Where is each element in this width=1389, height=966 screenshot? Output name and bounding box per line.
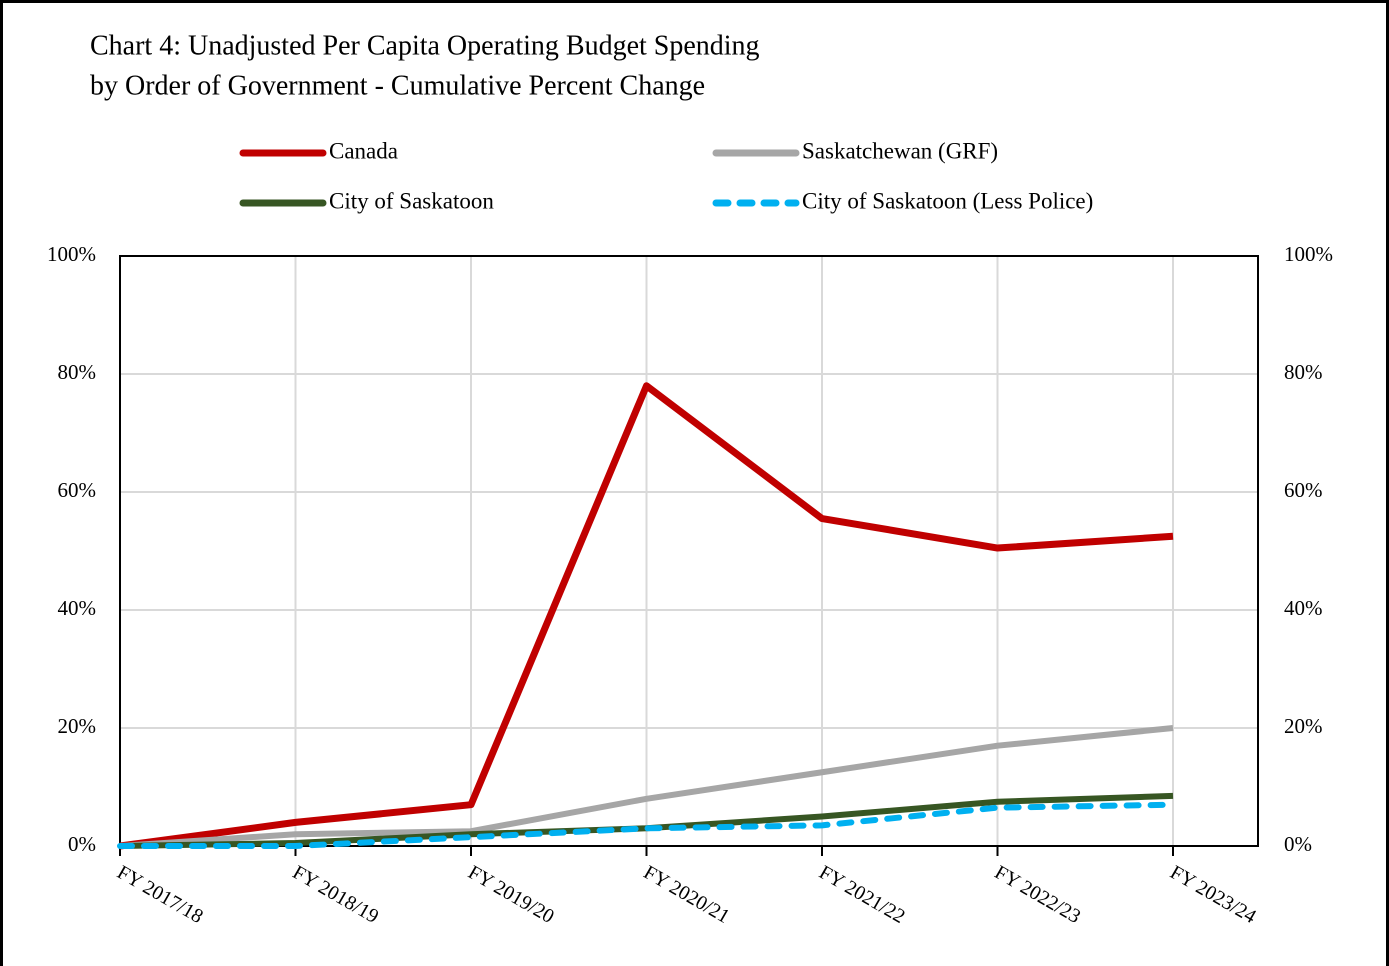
y-tick-label: 80% [58, 360, 97, 384]
legend-label: Saskatchewan (GRF) [802, 138, 998, 163]
legend-label: Canada [329, 138, 398, 163]
y-tick-label: 60% [58, 478, 97, 502]
y-tick-label: 20% [58, 714, 97, 738]
series-line [119, 725, 1174, 849]
chart-title: by Order of Government - Cumulative Perc… [90, 70, 705, 101]
chart-title: Chart 4: Unadjusted Per Capita Operating… [90, 30, 760, 61]
legend-label: City of Saskatoon [329, 188, 494, 213]
plot-area [119, 255, 1259, 847]
y-tick-label: 100% [47, 242, 96, 266]
y2-tick-label: 80% [1284, 360, 1323, 384]
y2-tick-label: 100% [1284, 242, 1333, 266]
y2-tick-label: 40% [1284, 596, 1323, 620]
y-tick-label: 40% [58, 596, 97, 620]
legend-label: City of Saskatoon (Less Police) [802, 188, 1093, 213]
y2-tick-label: 20% [1284, 714, 1323, 738]
y2-tick-label: 60% [1284, 478, 1323, 502]
y-tick-label: 0% [68, 832, 96, 856]
series-line [119, 382, 1174, 850]
series-line [117, 801, 1176, 849]
y2-tick-label: 0% [1284, 832, 1312, 856]
